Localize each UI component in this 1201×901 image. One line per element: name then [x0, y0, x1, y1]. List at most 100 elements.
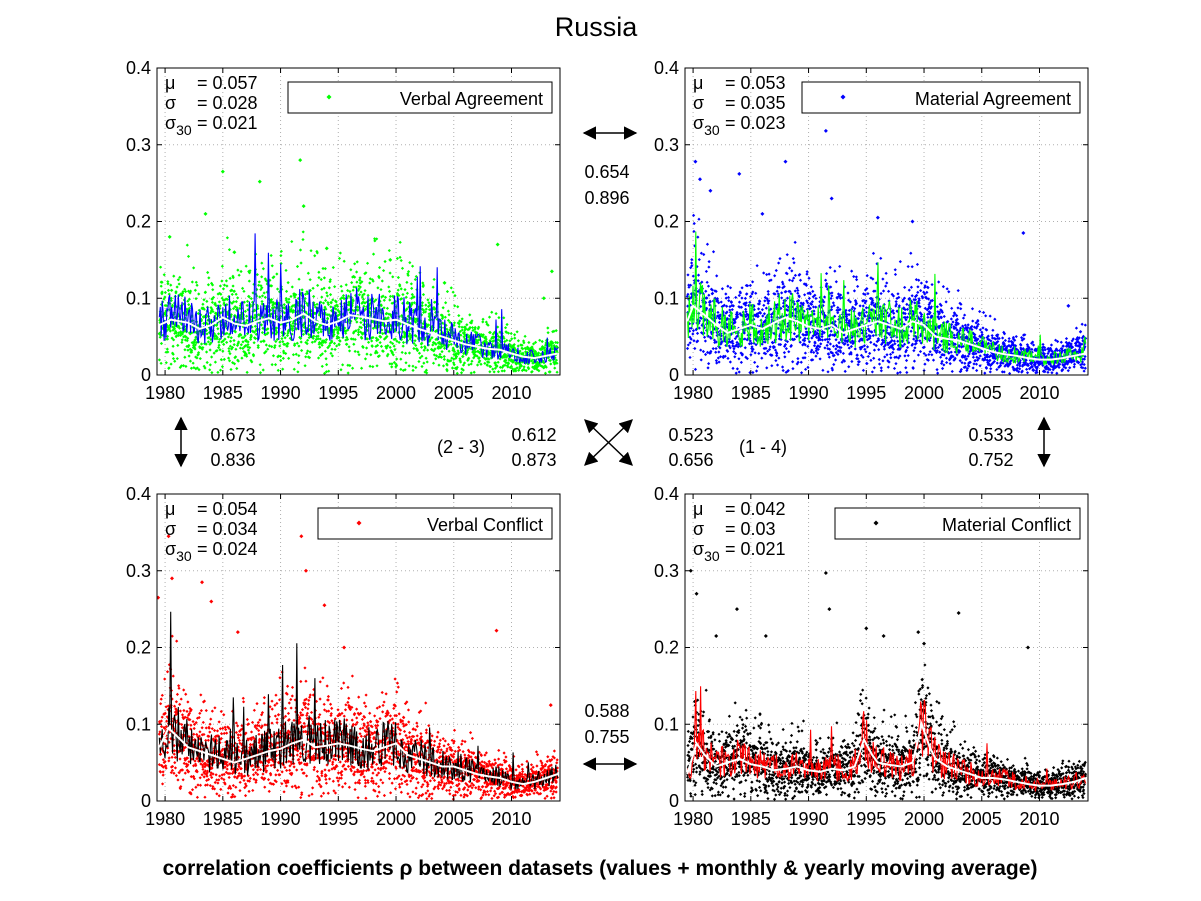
- data-point: [555, 361, 559, 365]
- data-point: [491, 339, 496, 343]
- data-point: [999, 361, 1003, 365]
- data-point: [972, 325, 977, 329]
- data-point: [827, 352, 831, 356]
- data-point: [333, 285, 337, 289]
- data-point: [344, 329, 348, 333]
- data-point: [756, 311, 760, 316]
- data-point: [852, 289, 857, 293]
- data-point: [237, 340, 241, 344]
- data-point: [374, 326, 378, 330]
- data-point: [426, 331, 430, 335]
- data-point: [831, 344, 836, 348]
- data-point: [297, 354, 301, 358]
- data-point: [744, 310, 748, 314]
- data-point: [767, 272, 771, 276]
- data-point: [871, 251, 876, 255]
- data-point: [916, 353, 921, 357]
- data-point: [345, 335, 349, 339]
- data-point: [1018, 364, 1022, 368]
- data-point: [699, 331, 704, 335]
- data-point: [504, 358, 508, 362]
- data-point: [450, 356, 454, 360]
- data-point: [371, 365, 375, 369]
- data-point: [323, 349, 327, 353]
- data-point: [751, 370, 755, 375]
- data-point: [531, 342, 536, 346]
- data-point: [368, 310, 372, 314]
- data-point: [392, 344, 396, 348]
- data-point: [234, 355, 238, 359]
- data-point: [303, 364, 307, 368]
- data-point: [1008, 361, 1012, 366]
- data-point: [176, 333, 181, 338]
- data-point: [978, 328, 982, 332]
- data-point: [983, 353, 987, 357]
- data-point: [171, 344, 175, 348]
- data-point: [236, 296, 240, 300]
- data-point: [352, 342, 356, 346]
- data-point: [916, 290, 920, 294]
- data-point: [688, 355, 692, 360]
- data-point: [238, 306, 242, 310]
- data-point: [253, 309, 257, 313]
- data-point: [770, 353, 774, 357]
- data-point: [1002, 332, 1007, 336]
- data-point: [430, 336, 434, 340]
- data-point: [506, 331, 511, 335]
- data-point: [915, 338, 919, 343]
- sigma-value: = 0.028: [197, 93, 258, 113]
- data-point: [425, 325, 429, 329]
- data-point: [958, 326, 963, 330]
- data-point: [803, 356, 807, 360]
- data-point: [716, 310, 720, 315]
- data-point: [910, 326, 915, 330]
- data-point: [995, 349, 1000, 353]
- data-point: [458, 357, 462, 361]
- data-point: [940, 348, 944, 352]
- data-point: [259, 340, 263, 344]
- data-point: [778, 257, 782, 261]
- data-point: [512, 333, 517, 337]
- data-point: [400, 350, 404, 355]
- data-point: [935, 368, 939, 372]
- data-point: [724, 292, 728, 296]
- data-point: [1032, 368, 1036, 373]
- data-point: [985, 353, 990, 357]
- data-point: [871, 334, 875, 338]
- plot-area: [685, 68, 1088, 375]
- data-point: [485, 342, 489, 346]
- data-point: [740, 286, 744, 290]
- data-point: [220, 296, 224, 300]
- data-point: [910, 265, 914, 269]
- data-point: [273, 344, 277, 348]
- data-point: [718, 313, 722, 317]
- data-point: [727, 344, 731, 348]
- data-point: [186, 254, 191, 259]
- data-point: [258, 363, 262, 367]
- data-point: [355, 260, 359, 264]
- data-point: [961, 335, 965, 339]
- data-point: [714, 350, 718, 354]
- data-point: [330, 354, 335, 358]
- data-point: [687, 283, 691, 287]
- data-point: [509, 358, 513, 362]
- data-point: [320, 352, 324, 356]
- data-point: [183, 289, 188, 294]
- data-point: [365, 305, 369, 309]
- data-point: [256, 345, 260, 350]
- data-point: [399, 287, 403, 291]
- data-point: [165, 347, 169, 351]
- data-point: [810, 348, 814, 352]
- data-point: [1003, 344, 1007, 348]
- data-point: [1030, 347, 1034, 351]
- data-point: [463, 332, 467, 336]
- data-point: [254, 332, 258, 336]
- data-point: [328, 278, 332, 282]
- data-point: [1018, 367, 1022, 371]
- data-point: [311, 336, 315, 340]
- data-point: [938, 343, 942, 348]
- data-point: [234, 324, 238, 329]
- data-point: [281, 367, 285, 371]
- data-point: [166, 282, 170, 286]
- data-point: [505, 338, 509, 342]
